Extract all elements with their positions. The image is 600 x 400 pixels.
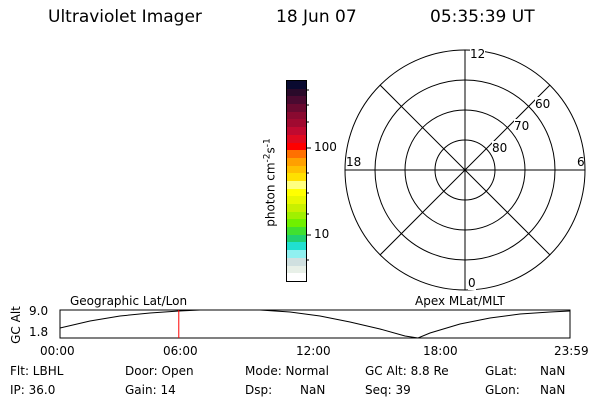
dsp-value: NaN xyxy=(300,383,326,397)
colorbar-band xyxy=(287,127,306,135)
colorbar-band xyxy=(287,111,306,120)
colorbar-band xyxy=(287,234,306,243)
altitude-plot-frame xyxy=(59,309,571,339)
filter-status: Flt: LBHL xyxy=(10,364,64,378)
colorbar-band xyxy=(287,81,306,89)
colorbar-band xyxy=(287,211,306,220)
colorbar-band xyxy=(287,227,306,235)
colorbar-tick-100: 100 xyxy=(314,140,337,154)
colorbar-band xyxy=(287,273,306,281)
colorbar-band xyxy=(287,119,306,128)
colorbar-tick-10: 10 xyxy=(314,227,330,241)
colorbar-band xyxy=(287,219,306,228)
apex-title: Apex MLat/MLT xyxy=(415,294,505,308)
seq-status: Seq: 39 xyxy=(365,383,411,397)
altitude-ytick-min: 1.8 xyxy=(29,325,49,339)
colorbar-band xyxy=(287,265,306,274)
colorbar-band xyxy=(287,165,306,174)
colorbar-band xyxy=(287,173,306,181)
lat-label-80: 80 xyxy=(492,141,508,155)
lat-label-70: 70 xyxy=(514,119,530,133)
colorbar xyxy=(286,80,307,282)
gc-alt-status: GC Alt: 8.8 Re xyxy=(365,364,449,378)
colorbar-band xyxy=(287,242,306,251)
colorbar-band xyxy=(287,250,306,258)
colorbar-band xyxy=(287,196,306,204)
altitude-ytick-max: 9.0 xyxy=(29,304,49,318)
colorbar-band xyxy=(287,96,306,105)
gain-status: Gain: 14 xyxy=(125,383,176,397)
colorbar-band xyxy=(287,150,306,158)
mlt-label-0: 0 xyxy=(468,276,476,290)
colorbar-band xyxy=(287,157,306,166)
colorbar-band xyxy=(287,204,306,212)
xtick-0600: 06:00 xyxy=(163,344,198,358)
glon-value: NaN xyxy=(540,383,566,397)
date-label: 18 Jun 07 xyxy=(276,7,357,27)
glat-label: GLat: xyxy=(485,364,518,378)
colorbar-band xyxy=(287,142,306,151)
xtick-0000: 00:00 xyxy=(40,344,75,358)
colorbar-band xyxy=(287,134,306,143)
glon-label: GLon: xyxy=(485,383,520,397)
mlt-label-6: 6 xyxy=(577,155,585,169)
mode-status: Mode: Normal xyxy=(245,364,329,378)
xtick-1200: 12:00 xyxy=(296,344,331,358)
mlt-label-18: 18 xyxy=(346,155,362,169)
altitude-curve xyxy=(59,309,571,339)
geographic-title: Geographic Lat/Lon xyxy=(70,294,188,308)
glat-value: NaN xyxy=(540,364,566,378)
colorbar-band xyxy=(287,257,306,266)
time-label: 05:35:39 UT xyxy=(430,7,535,27)
xtick-1800: 18:00 xyxy=(423,344,458,358)
colorbar-band xyxy=(287,88,306,97)
colorbar-band xyxy=(287,104,306,112)
dsp-label: Dsp: xyxy=(245,383,273,397)
xtick-2359: 23:59 xyxy=(554,344,589,358)
lat-label-60: 60 xyxy=(535,97,551,111)
ip-status: IP: 36.0 xyxy=(10,383,56,397)
door-status: Door: Open xyxy=(125,364,194,378)
colorbar-band xyxy=(287,180,306,189)
instrument-title: Ultraviolet Imager xyxy=(48,7,202,27)
mlt-label-12: 12 xyxy=(470,47,486,61)
colorbar-band xyxy=(287,188,306,197)
